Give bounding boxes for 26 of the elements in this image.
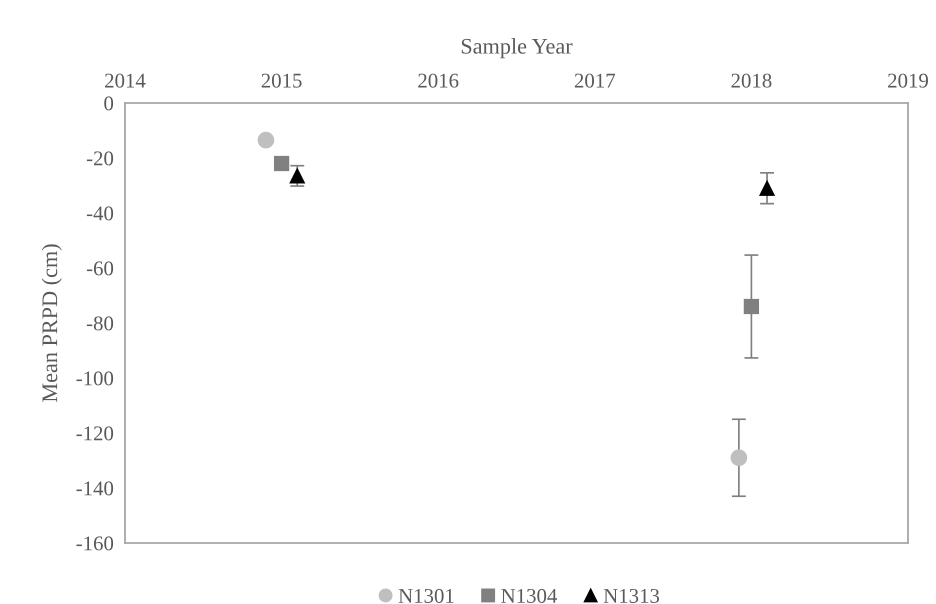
point bbox=[759, 180, 775, 196]
y-tick-label: -100 bbox=[76, 371, 114, 386]
legend-label: N1304 bbox=[501, 588, 558, 603]
point bbox=[258, 132, 274, 148]
y-axis-title: Mean PRPD (cm) bbox=[42, 244, 62, 402]
y-tick-label: -120 bbox=[76, 426, 114, 440]
x-tick-label: 2015 bbox=[262, 74, 302, 88]
y-tick-label: 0 bbox=[104, 96, 114, 110]
point bbox=[730, 449, 748, 466]
x-tick-label: 2017 bbox=[574, 74, 616, 88]
x-axis-title: Sample Year bbox=[462, 38, 572, 58]
y-tick-label: -60 bbox=[86, 261, 114, 276]
x-tick-label: 2019 bbox=[888, 74, 928, 88]
point bbox=[290, 168, 305, 184]
y-tick-label: -160 bbox=[76, 536, 114, 550]
point bbox=[744, 298, 760, 314]
legend-label: N1301 bbox=[398, 588, 454, 603]
x-tick-label: 2014 bbox=[105, 74, 146, 88]
point bbox=[274, 156, 290, 172]
y-tick-label: -40 bbox=[86, 206, 114, 220]
legend-label: N1313 bbox=[604, 588, 660, 603]
y-tick-label: -140 bbox=[76, 481, 114, 496]
x-tick-label: 2018 bbox=[731, 74, 772, 88]
x-tick-label: 2016 bbox=[418, 74, 458, 88]
y-tick-label: -80 bbox=[86, 316, 114, 330]
y-tick-label: -20 bbox=[86, 151, 114, 166]
